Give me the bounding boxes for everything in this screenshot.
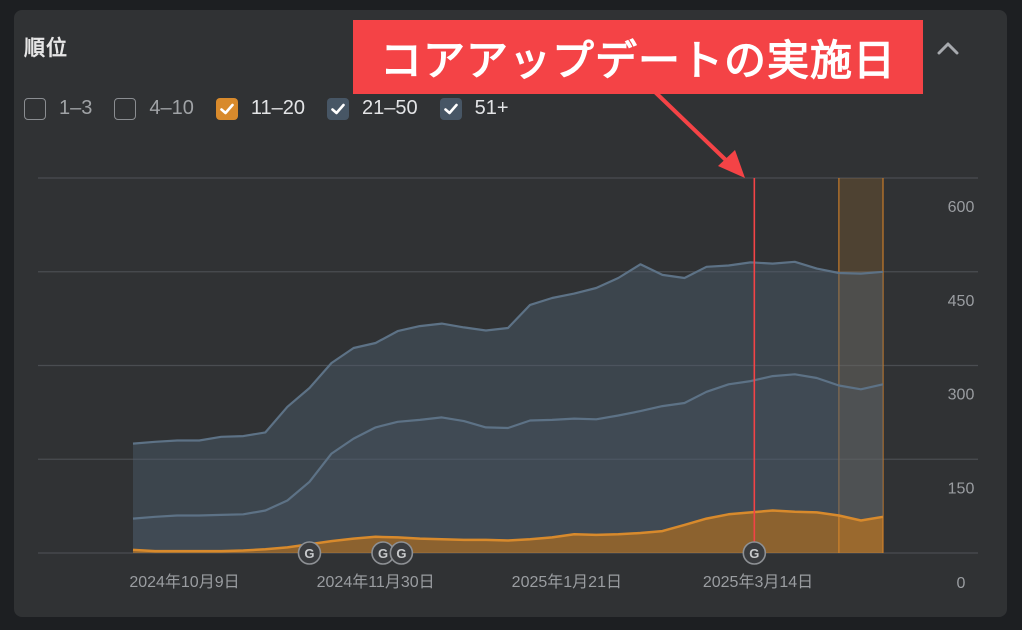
google-marker-circle	[742, 541, 767, 565]
line-series-1	[132, 509, 884, 553]
legend-label: 51+	[474, 97, 509, 119]
checkbox-21-50[interactable]	[327, 97, 350, 120]
collapse-button[interactable]	[930, 30, 966, 66]
x-tick-label: 2025年1月21日	[512, 573, 622, 591]
legend-label: 4–10	[149, 97, 194, 119]
legend-label: 1–3	[59, 97, 93, 119]
google-marker-glyph: G	[378, 546, 388, 561]
annotation-arrowhead	[718, 150, 745, 178]
checkbox-4-10[interactable]	[114, 97, 137, 120]
checkbox-11-20[interactable]	[215, 97, 238, 120]
area-series-3	[133, 261, 883, 519]
panel-title: 順位	[24, 37, 68, 60]
area-series-1	[133, 510, 883, 553]
y-tick-label: 0	[957, 575, 966, 592]
annotation-arrow	[653, 90, 732, 166]
check-icon	[443, 103, 458, 114]
y-tick-label: 150	[948, 480, 975, 497]
legend-item-21-50[interactable]: 21–50	[327, 97, 418, 120]
legend-item-51-plus[interactable]: 51+	[439, 97, 509, 120]
google-marker-glyph: G	[749, 546, 759, 561]
y-tick-label: 600	[948, 199, 975, 216]
chevron-up-icon	[937, 42, 959, 55]
checkbox-51-plus[interactable]	[439, 97, 462, 120]
check-icon	[331, 103, 345, 114]
legend-label: 21–50	[362, 97, 418, 119]
legend-label: 11–20	[250, 97, 306, 119]
area-series-2	[133, 374, 883, 552]
legend-item-11-20[interactable]: 11–20	[215, 97, 306, 120]
google-update-icon[interactable]: G	[389, 541, 414, 565]
x-tick-label: 2024年10月9日	[129, 573, 239, 591]
line-series-3	[132, 260, 884, 445]
core-update-annotation: コアアップデートの実施日	[353, 20, 923, 94]
google-update-icon[interactable]: G	[297, 541, 322, 565]
x-tick-label: 2025年3月14日	[703, 573, 813, 591]
google-marker-glyph: G	[304, 546, 314, 561]
check-icon	[220, 103, 234, 114]
y-tick-label: 300	[948, 387, 975, 404]
checkbox-1-3[interactable]	[24, 97, 46, 120]
google-marker-circle	[389, 541, 414, 565]
line-series-2	[132, 373, 884, 520]
google-marker-circle	[297, 541, 322, 565]
legend: 1–3 4–10 11–20 21–50 51+	[24, 97, 531, 120]
google-marker-glyph: G	[396, 546, 406, 561]
y-tick-label: 450	[948, 293, 975, 310]
legend-item-1-3[interactable]: 1–3	[24, 97, 92, 120]
x-tick-label: 2024年11月30日	[317, 573, 435, 591]
google-update-icon[interactable]: G	[742, 541, 767, 565]
legend-item-4-10[interactable]: 4–10	[114, 97, 194, 120]
